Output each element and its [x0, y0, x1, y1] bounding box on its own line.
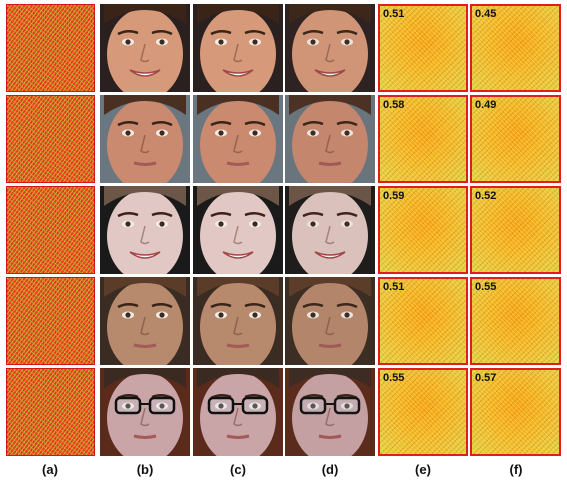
- similarity-score: 0.59: [383, 190, 405, 202]
- face-image: [100, 277, 190, 365]
- face-image: [285, 4, 375, 92]
- face-image: [285, 186, 375, 274]
- similarity-score: 0.55: [383, 372, 405, 384]
- label-b: (b): [136, 462, 154, 477]
- face-image: [100, 186, 190, 274]
- similarity-score: 0.51: [383, 8, 405, 20]
- column-f-heatmaps: 0.45 0.49 0.52 0.55 0.57: [470, 4, 561, 458]
- similarity-score: 0.45: [475, 8, 497, 20]
- label-f: (f): [509, 462, 523, 477]
- similarity-score: 0.49: [475, 99, 497, 111]
- similarity-score: 0.58: [383, 99, 405, 111]
- heatmap-image: 0.55: [378, 368, 468, 456]
- similarity-score: 0.55: [475, 281, 497, 293]
- face-image: [285, 277, 375, 365]
- heatmap-image: 0.59: [378, 186, 468, 274]
- face-image: [193, 368, 283, 456]
- heatmap-image: 0.51: [378, 277, 468, 365]
- noise-image: [6, 186, 95, 274]
- heatmap-image: 0.45: [470, 4, 561, 92]
- face-image: [100, 368, 190, 456]
- noise-image: [6, 4, 95, 92]
- column-e-heatmaps: 0.51 0.58 0.59 0.51 0.55: [378, 4, 468, 458]
- face-image: [193, 186, 283, 274]
- heatmap-image: 0.51: [378, 4, 468, 92]
- noise-image: [6, 277, 95, 365]
- heatmap-image: 0.57: [470, 368, 561, 456]
- column-a-noise: [6, 4, 95, 458]
- similarity-score: 0.51: [383, 281, 405, 293]
- face-image: [193, 4, 283, 92]
- face-image: [285, 95, 375, 183]
- column-b-faces: [100, 4, 190, 458]
- label-a: (a): [42, 462, 58, 477]
- face-image: [193, 277, 283, 365]
- label-c: (c): [230, 462, 246, 477]
- column-c-faces: [193, 4, 283, 458]
- noise-image: [6, 368, 95, 456]
- heatmap-image: 0.55: [470, 277, 561, 365]
- heatmap-image: 0.49: [470, 95, 561, 183]
- face-image: [193, 95, 283, 183]
- similarity-score: 0.57: [475, 372, 497, 384]
- label-d: (d): [321, 462, 339, 477]
- similarity-score: 0.52: [475, 190, 497, 202]
- heatmap-image: 0.52: [470, 186, 561, 274]
- heatmap-image: 0.58: [378, 95, 468, 183]
- label-e: (e): [415, 462, 431, 477]
- column-labels: (a) (b) (c) (d) (e) (f): [0, 458, 567, 480]
- face-image: [285, 368, 375, 456]
- face-image: [100, 95, 190, 183]
- noise-image: [6, 95, 95, 183]
- column-d-faces: [285, 4, 375, 458]
- face-image: [100, 4, 190, 92]
